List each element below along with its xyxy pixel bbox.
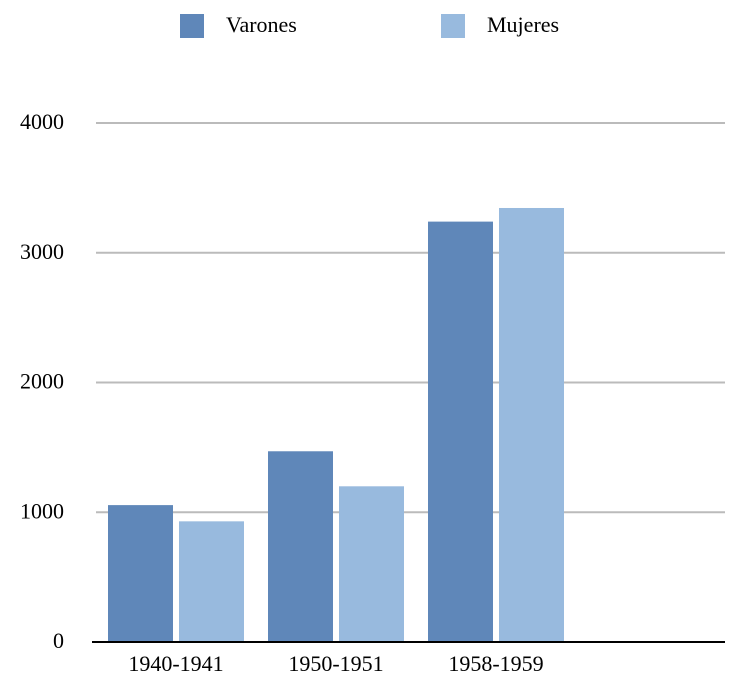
y-tick-label: 2000: [20, 369, 64, 394]
legend-label: Mujeres: [487, 12, 559, 37]
x-tick-label: 1940-1941: [128, 651, 223, 676]
legend-swatch: [441, 14, 465, 38]
bar: [268, 451, 333, 642]
y-tick-label: 1000: [20, 498, 64, 523]
bar: [108, 505, 173, 642]
x-tick-label: 1950-1951: [288, 651, 383, 676]
y-tick-label: 3000: [20, 239, 64, 264]
bar: [428, 221, 493, 643]
legend-swatch: [180, 14, 204, 38]
x-tick-label: 1958-1959: [448, 651, 543, 676]
y-tick-label: 0: [53, 628, 64, 653]
y-tick-label: 4000: [20, 109, 64, 134]
legend-label: Varones: [226, 12, 297, 37]
bar: [179, 521, 244, 642]
bar: [339, 486, 404, 642]
bar: [499, 207, 564, 642]
